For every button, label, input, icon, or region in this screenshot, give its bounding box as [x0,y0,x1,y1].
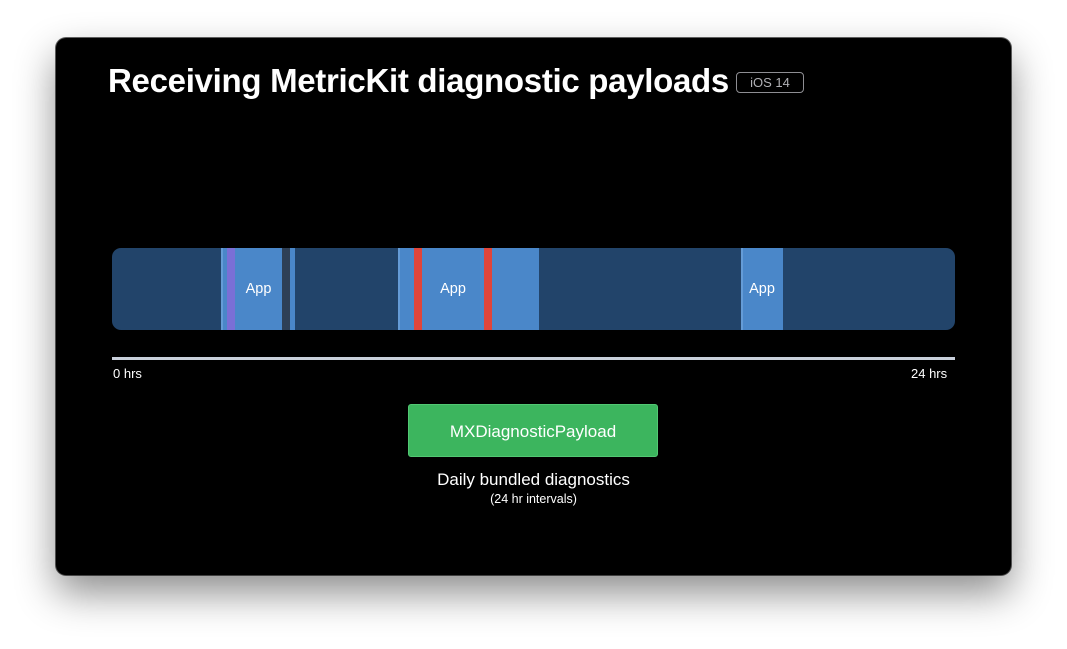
red-marker-1 [414,248,422,330]
app-session-3-edge [741,248,743,330]
app-session-3-label: App [749,281,775,297]
payload-subcaption: (24 hr intervals) [490,492,577,506]
ios-version-badge: iOS 14 [736,72,804,93]
timeline-axis [112,357,955,360]
app-session-2-label: App [440,281,466,297]
axis-end-label: 24 hrs [911,366,948,381]
app-session-1-label: App [245,281,272,297]
payload-caption: Daily bundled diagnostics [437,470,630,489]
app-session-2-edge [398,248,400,330]
timeline-track: App App App [112,248,955,330]
purple-marker [227,248,235,330]
slide-window: Receiving MetricKit diagnostic payloads … [56,38,1011,575]
app-session-1-edge [221,248,223,330]
slide-title: Receiving MetricKit diagnostic payloads [108,62,729,99]
red-marker-2 [484,248,492,330]
app-session-3 [741,248,783,330]
diagnostic-payload-box: MXDiagnosticPayload [408,404,658,457]
axis-start-label: 0 hrs [113,366,142,381]
dark-marker [282,248,290,330]
